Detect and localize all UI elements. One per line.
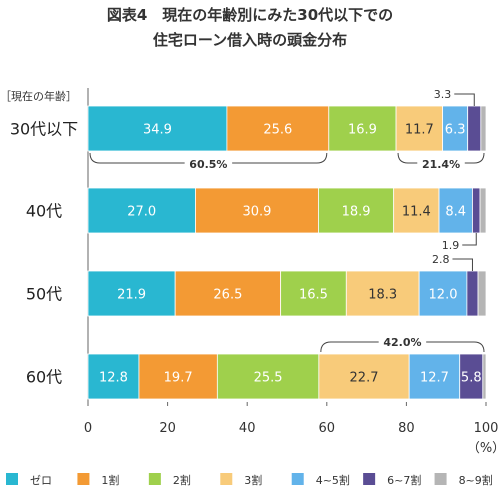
legend-label: 4~5割 [316,473,350,487]
segment-value-label: 18.3 [368,288,397,303]
bar-segment [393,187,440,234]
bar-segment [280,270,347,317]
segment-value-label: 26.5 [213,288,242,303]
bar-segment [216,353,320,400]
bracket-label-bg [184,157,233,172]
category-label: 50代 [26,285,62,304]
bar-segment [466,270,479,317]
segment-value-label: 6.3 [445,123,466,138]
bar-segment [87,105,228,152]
x-tick-label: 40 [239,421,256,436]
bar-segment [482,353,487,400]
bar-segment [328,105,397,152]
segment-value-label: 11.4 [402,205,431,220]
chart-title: 図表4 現在の年齢別にみた30代以下での 住宅ローン借入時の頭金分布 [107,6,393,49]
legend-label: 3割 [244,473,262,487]
bar-segment [438,187,473,234]
segment-value-label: 22.7 [350,371,379,386]
category-label: 60代 [26,368,62,387]
bar-segment [87,187,196,234]
legend-label: 6~7割 [387,473,421,487]
legend: ゼロ 1割 2割 3割 4~5割 6~7割 8~9割 [6,473,493,487]
annotations: 3.3 1.92.8 60.5% 21.4% 42.0% [89,88,485,353]
segment-value-label: 21.9 [117,288,146,303]
category-label: 30代以下 [10,120,78,139]
segment-value-label: 12.8 [99,371,128,386]
legend-swatch [6,473,18,485]
bar-segment [138,353,218,400]
x-axis-unit: （%） [467,441,500,456]
legend-label: 1割 [101,473,119,487]
bracket-label-bg [417,157,465,172]
legend-label: 8~9割 [459,473,493,487]
legend-swatch [363,473,376,485]
legend-swatch [291,473,304,485]
bracket-label: 21.4% [422,158,460,171]
segment-value-label: 27.0 [127,205,156,220]
segment-value-label: 5.8 [461,371,482,386]
segment-value-label: 19.7 [164,371,193,386]
segment-value-label: 25.6 [263,123,292,138]
callout-line [454,93,475,106]
bracket-label: 42.0% [383,336,421,349]
callout-line [452,258,473,271]
legend-swatch [77,473,90,485]
segment-value-label: 8.4 [445,205,466,220]
legend-swatch [148,473,161,485]
legend-swatch [434,473,447,485]
x-axis-ticks: 0 20 40 60 80 100 [84,402,499,436]
x-tick-label: 20 [159,421,176,436]
callout-line [462,233,477,246]
bar-segment [467,105,482,152]
segment-value-label: 12.7 [420,371,449,386]
category-header: ［現在の年齢］ [0,89,77,103]
legend-swatch [220,473,233,485]
segment-value-label: 11.7 [405,123,434,138]
segment-value-label: 16.9 [348,123,377,138]
callout-label: 3.3 [434,88,452,101]
x-tick-label: 80 [398,421,415,436]
x-tick-label: 0 [84,421,92,436]
legend-label: 2割 [173,473,191,487]
bars: 30代以下 34.9 25.6 16.9 11.7 6.3 40代 27.0 30.9 18.9 1… [10,105,487,400]
callout-label: 1.9 [442,239,460,252]
bar-segment [477,270,487,317]
bracket-label-bg [378,335,427,350]
bar-segment [418,270,468,317]
bar-segment [87,353,140,400]
bar-segment [318,353,410,400]
segment-value-label: 12.0 [429,288,458,303]
bar-segment [87,270,176,317]
segment-value-label: 18.9 [342,205,371,220]
bar-segment [174,270,282,317]
bar-segment [408,353,461,400]
bracket-label: 60.5% [189,158,227,171]
chart-title-line-1: 図表4 現在の年齢別にみた30代以下での [107,6,393,24]
bar-segment [472,187,481,234]
segment-value-label: 30.9 [242,205,271,220]
x-tick-label: 100 [474,421,499,436]
segment-value-label: 34.9 [143,123,172,138]
chart-title-line-2: 住宅ローン借入時の頭金分布 [153,31,347,49]
x-tick-label: 60 [319,421,336,436]
segment-value-label: 25.5 [254,371,283,386]
bar-segment [480,105,487,152]
bar-segment [345,270,420,317]
legend-label: ゼロ [30,474,52,487]
segment-value-label: 16.5 [299,288,328,303]
bar-segment [226,105,330,152]
category-label: 40代 [26,202,62,221]
bar-segment [479,187,487,234]
callout-label: 2.8 [432,253,450,266]
